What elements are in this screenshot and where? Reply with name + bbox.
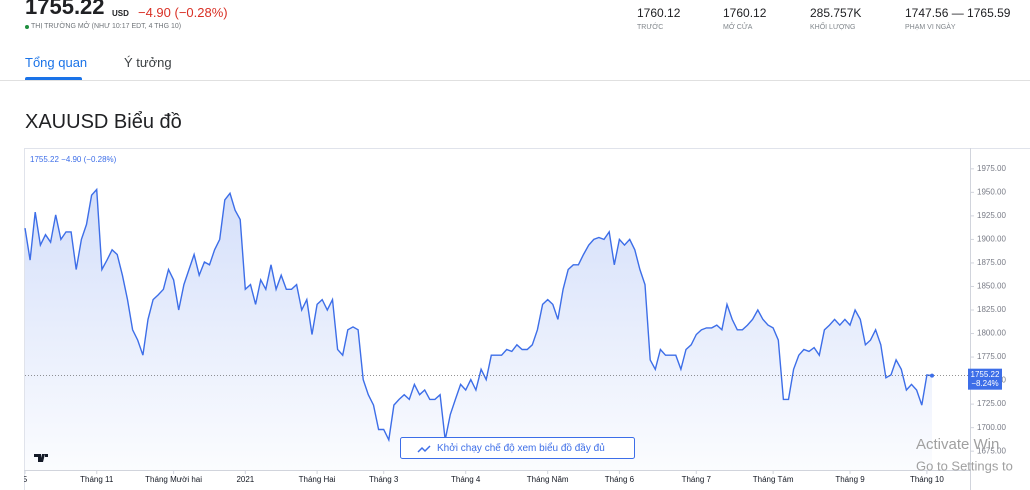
button-label[interactable]: Khởi chạy chế độ xem biểu đồ đầy đủ <box>437 442 605 454</box>
currency: USD <box>112 9 129 18</box>
x-tick-label: Tháng 4 <box>451 475 481 484</box>
x-tick-label: Tháng Tám <box>753 475 794 484</box>
y-tick-label: 1800.00 <box>977 329 1006 338</box>
x-tick-label: Tháng Năm <box>527 475 569 484</box>
legend-text: 1755.22 −4.90 (−0.28%) <box>30 155 117 164</box>
y-tick-label: 1900.00 <box>977 235 1006 244</box>
y-tick-label: 1700.00 <box>977 423 1006 432</box>
tab[interactable]: Tổng quan <box>25 55 88 70</box>
last-price-box <box>968 368 1002 390</box>
y-tick-label: 1875.00 <box>977 258 1006 267</box>
chart-frame <box>24 148 1030 490</box>
y-tick-label: 1950.00 <box>977 187 1006 196</box>
y-tick-label: 1675.00 <box>977 446 1006 455</box>
x-tick-label: Tháng 11 <box>80 475 114 484</box>
y-tick-label: 1850.00 <box>977 282 1006 291</box>
price-change: −4.90 (−0.28%) <box>138 5 228 20</box>
x-tick-label: 5 <box>23 475 28 484</box>
stat-value: 1760.12 <box>723 6 767 20</box>
tab-indicator <box>25 77 82 80</box>
watermark: Activate Win <box>916 436 999 453</box>
x-tick-label: 2021 <box>236 475 254 484</box>
market-status: THỊ TRƯỜNG MỞ (NHƯ 10:17 EDT, 4 THG 10) <box>31 23 182 30</box>
price: 1755.22 <box>25 0 105 19</box>
y-tick-label: 1925.00 <box>977 211 1006 220</box>
stat-label: TRƯỚC <box>637 24 664 31</box>
tab[interactable]: Ý tưởng <box>124 55 172 70</box>
x-tick-label: Tháng 7 <box>682 475 712 484</box>
stat-value: 1760.12 <box>637 6 681 20</box>
x-tick-label: Tháng 9 <box>835 475 865 484</box>
last-price-label: 1755.22 <box>971 370 1000 379</box>
y-tick-label: 1825.00 <box>977 305 1006 314</box>
fullchart-button[interactable] <box>400 437 635 459</box>
y-tick-label: 1775.00 <box>977 352 1006 361</box>
stat-value: 285.757K <box>810 6 862 20</box>
watermark: Go to Settings to <box>916 458 1013 473</box>
stat-label: PHẠM VI NGÀY <box>905 24 956 31</box>
y-tick-label: 1725.00 <box>977 399 1006 408</box>
x-tick-label: Tháng 10 <box>910 475 944 484</box>
stat-value: 1747.56 — 1765.59 <box>905 6 1011 20</box>
status-dot <box>25 25 29 29</box>
x-tick-label: Tháng 3 <box>369 475 399 484</box>
last-point <box>930 373 934 378</box>
x-ticks: 5 Tháng 11 Tháng Mười hai 2021 Tháng Hai Thán… <box>23 470 944 484</box>
button-icon <box>417 445 431 453</box>
last-change-label: −8.24% <box>971 379 998 388</box>
section-title: XAUUSD Biểu đồ <box>25 111 182 133</box>
x-tick-label: Tháng 6 <box>605 475 635 484</box>
x-tick-label: Tháng Mười hai <box>145 475 202 484</box>
divider <box>0 80 1030 81</box>
area <box>25 189 932 470</box>
button-group[interactable]: Khởi chạy chế độ xem biểu đồ đầy đủ <box>400 437 635 459</box>
y-tick-label: 1975.00 <box>977 164 1006 173</box>
stat-label: MỞ CỬA <box>723 24 753 31</box>
line <box>24 187 933 443</box>
stat-label: KHỐI LƯỢNG <box>810 24 856 31</box>
x-tick-label: Tháng Hai <box>299 475 336 484</box>
